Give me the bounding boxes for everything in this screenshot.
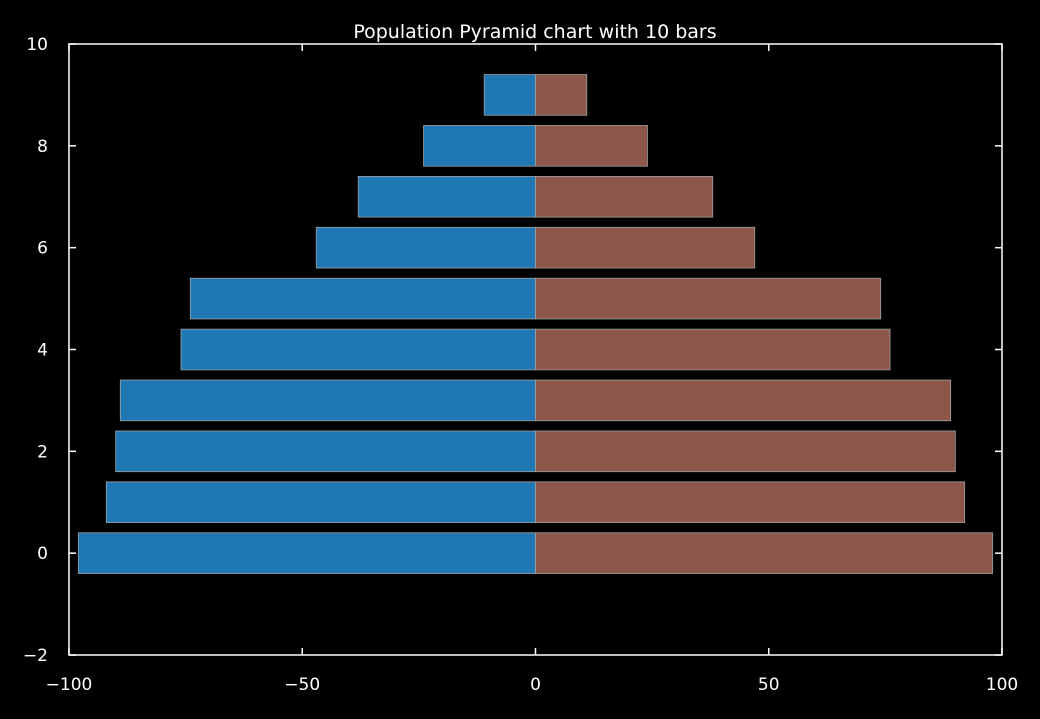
x-tick-label: 50: [758, 675, 780, 695]
right-bar-6: [535, 226, 756, 269]
right-bar-8: [535, 125, 648, 167]
y-tick-label: 10: [26, 35, 48, 55]
left-bar-3: [119, 379, 536, 422]
left-bar-9: [483, 74, 536, 116]
y-tick-label: 2: [37, 442, 48, 462]
right-bar-1: [535, 481, 966, 524]
x-tick-label: −50: [284, 675, 320, 695]
x-tick-label: 0: [530, 675, 541, 695]
y-tick-label: 8: [37, 137, 48, 157]
right-bar-7: [535, 175, 714, 218]
chart-title: Population Pyramid chart with 10 bars: [353, 21, 716, 43]
left-bar-4: [180, 328, 536, 371]
left-bar-8: [423, 125, 536, 167]
left-bar-5: [189, 277, 536, 320]
left-bar-1: [105, 481, 536, 524]
axes-layer: −100 −50 0 50 100 −2 0 2 4 6 8 10: [23, 35, 1018, 695]
y-tick-label: 6: [37, 239, 48, 259]
left-bar-0: [77, 532, 536, 574]
right-bar-9: [535, 74, 588, 116]
right-bar-3: [535, 379, 952, 422]
y-tick-label: 0: [37, 544, 48, 564]
left-bar-7: [357, 175, 536, 218]
right-bar-4: [535, 328, 891, 371]
right-bar-0: [535, 532, 994, 574]
left-bar-2: [115, 430, 536, 473]
x-tick-label: 100: [986, 675, 1018, 695]
y-tick-label: −2: [23, 646, 48, 666]
x-tick-label: −100: [46, 675, 93, 695]
bars-layer: [77, 74, 994, 574]
right-bar-5: [535, 277, 882, 320]
right-bar-2: [535, 430, 956, 473]
left-bar-6: [315, 226, 536, 269]
y-tick-label: 4: [37, 341, 48, 361]
